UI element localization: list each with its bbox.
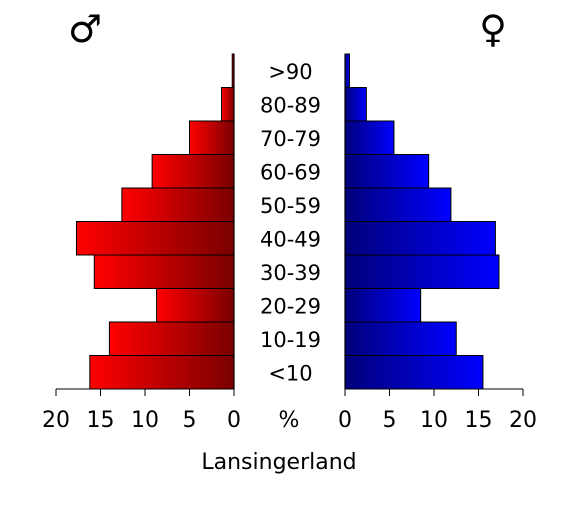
male-bar-80-89	[221, 87, 235, 122]
female-tick-label-10: 10	[420, 408, 448, 433]
female-tick-label-20: 20	[509, 408, 537, 433]
male-bar-30-39	[93, 254, 235, 289]
male-tick-label-0: 0	[227, 408, 241, 433]
female-tick-label-0: 0	[338, 408, 352, 433]
female-bar-20-29	[344, 288, 422, 323]
female-bar-30-39	[344, 254, 500, 289]
male-tick-label-10: 10	[131, 408, 159, 433]
female-tick-label-15: 15	[465, 408, 493, 433]
age-label-40-49: 40-49	[260, 227, 321, 251]
female-bars	[344, 53, 500, 390]
age-label-70-79: 70-79	[260, 127, 321, 151]
male-bars	[75, 53, 235, 390]
male-bar-70-79	[189, 120, 235, 155]
age-group-labels: <10 10-19 20-29 30-39 40-49 50-59 60-69 70-79 80…	[260, 60, 321, 386]
male-bar-60-69	[151, 154, 235, 189]
chart-title: Lansingerland	[201, 450, 356, 475]
female-bar-50-59	[344, 187, 452, 222]
age-label->90: >90	[268, 60, 312, 84]
male-bar-40-49	[75, 221, 235, 256]
center-unit-label: %	[279, 408, 300, 433]
female-symbol: ♀	[479, 7, 507, 51]
male-symbol: ♂	[68, 7, 102, 51]
male-tick-label-20: 20	[42, 408, 70, 433]
axes: 0 0 5 5 10 10 15 15 20 20	[42, 54, 537, 433]
female-bar-80-89	[344, 87, 367, 122]
male-tick-label-5: 5	[183, 408, 197, 433]
age-label-80-89: 80-89	[260, 93, 321, 117]
male-bar-20-29	[156, 288, 235, 323]
female-bar-70-79	[344, 120, 395, 155]
male-bar-<10	[89, 355, 235, 390]
female-bar-<10	[344, 355, 484, 390]
age-label-60-69: 60-69	[260, 160, 321, 184]
female-tick-label-5: 5	[383, 408, 397, 433]
male-bar-10-19	[108, 321, 235, 356]
female-bar->90	[344, 53, 350, 88]
age-label-20-29: 20-29	[260, 294, 321, 318]
male-tick-label-15: 15	[87, 408, 115, 433]
female-bar-60-69	[344, 154, 430, 189]
age-label-<10: <10	[268, 361, 312, 385]
male-bar-50-59	[121, 187, 235, 222]
age-label-50-59: 50-59	[260, 194, 321, 218]
female-bar-40-49	[344, 221, 496, 256]
age-label-10-19: 10-19	[260, 328, 321, 352]
age-label-30-39: 30-39	[260, 261, 321, 285]
female-bar-10-19	[344, 321, 457, 356]
